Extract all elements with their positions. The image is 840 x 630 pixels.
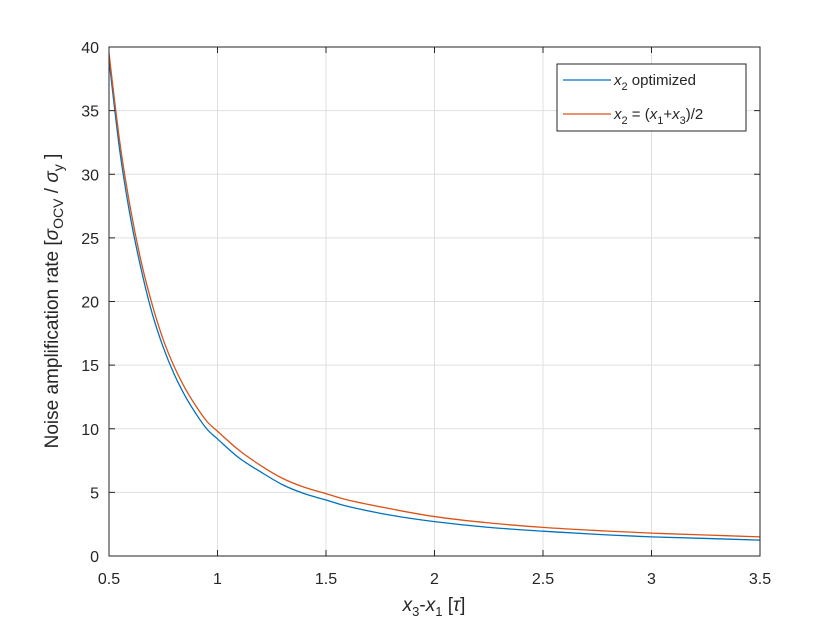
ylabel-sigma1: σ	[42, 227, 63, 240]
x-tick-label: 1	[213, 571, 222, 588]
y-tick-label: 10	[81, 422, 99, 439]
y-tick-label: 25	[81, 231, 99, 248]
grid	[109, 47, 760, 556]
legend-rest: )/2	[686, 106, 704, 123]
xlabel-unit-open: [	[442, 595, 453, 616]
legend-sub2: 1	[657, 115, 663, 127]
xlabel-var-a: x	[402, 595, 414, 616]
xlabel-dash: -	[419, 595, 425, 616]
ticks: 0.5 1 1.5 2 2.5 3 3.5 0 5 10 15 20 25 30 35 40	[81, 40, 771, 588]
x-tick-label: 2	[430, 571, 439, 588]
x-tick-label: 2.5	[532, 571, 554, 588]
y-tick-label: 30	[81, 167, 99, 184]
ylabel-sigma2: σ	[42, 170, 63, 183]
legend-sub: 2	[622, 81, 628, 93]
legend-plus: +	[663, 106, 672, 123]
x-tick-label: 0.5	[98, 571, 120, 588]
x-tick-label: 3	[647, 571, 656, 588]
y-tick-label: 40	[81, 40, 99, 57]
ylabel-sub1: OCV	[50, 198, 66, 229]
legend-eq: = (	[628, 106, 650, 123]
legend-var2: x	[649, 106, 658, 123]
legend-label-x2-midpoint: x2 = (x1+x3)/2	[613, 106, 703, 127]
legend-box	[556, 63, 747, 132]
xlabel-sub-b: 1	[435, 604, 442, 619]
legend-sub1: 2	[622, 115, 628, 127]
legend: x2 optimized x2 = (x1+x3)/2	[556, 63, 747, 132]
y-tick-label: 0	[90, 549, 99, 566]
xlabel-sub-a: 3	[412, 604, 419, 619]
ylabel-sub2: y	[50, 164, 66, 171]
legend-label-x2-optimized: x2 optimized	[613, 72, 696, 93]
x-tick-label: 3.5	[749, 571, 771, 588]
ylabel-prefix: Noise amplification rate [	[42, 240, 63, 449]
x-tick-label: 1.5	[315, 571, 337, 588]
x-axis-label: x3-x1 [τ]	[402, 595, 466, 619]
legend-var1: x	[613, 106, 622, 123]
series-line-1	[108, 53, 761, 538]
legend-var: x	[613, 72, 622, 89]
legend-var3: x	[671, 106, 680, 123]
xlabel-unit-close: ]	[460, 595, 465, 616]
xlabel-unit-sym: τ	[453, 595, 462, 616]
series-line-0	[108, 59, 761, 541]
y-axis-label: Noise amplification rate [σOCV / σy ]	[42, 154, 66, 449]
y-tick-label: 15	[81, 358, 99, 375]
legend-sub3: 3	[680, 115, 686, 127]
ylabel-slash: /	[42, 183, 63, 199]
xlabel-var-b: x	[425, 595, 437, 616]
series-group	[108, 53, 761, 541]
y-tick-label: 20	[81, 295, 99, 312]
legend-rest: optimized	[628, 72, 696, 89]
ylabel-suffix: ]	[42, 154, 63, 165]
y-tick-label: 35	[81, 104, 99, 121]
y-tick-label: 5	[90, 485, 99, 502]
